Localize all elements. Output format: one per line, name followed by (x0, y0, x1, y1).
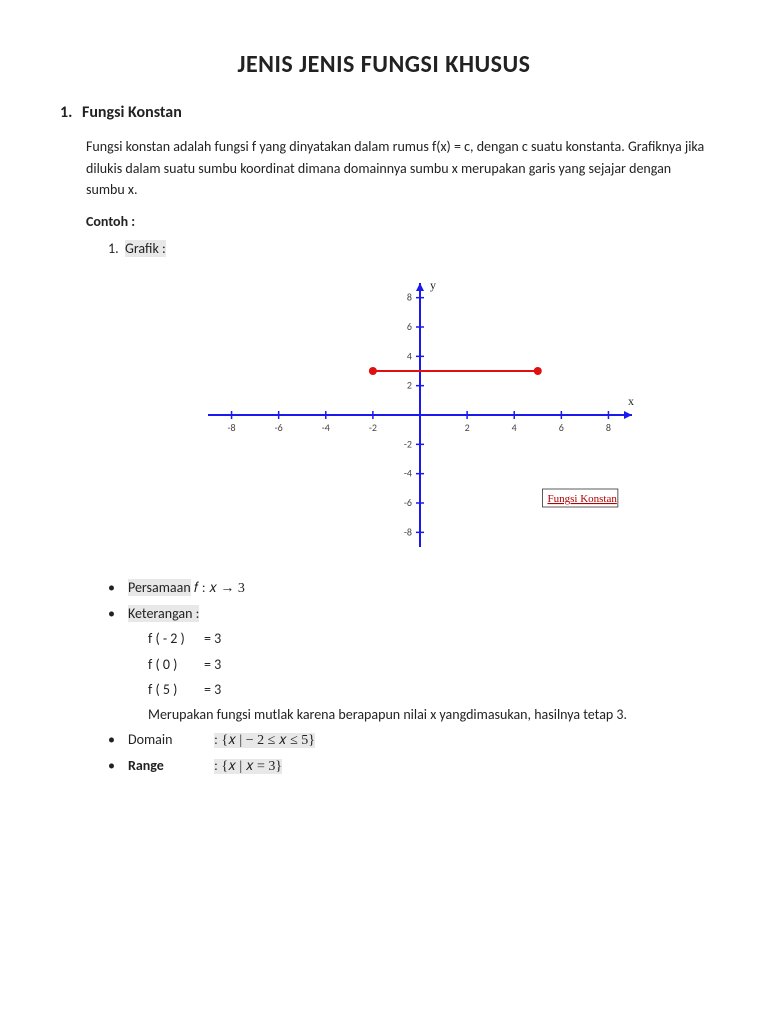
svg-text:-4: -4 (322, 421, 330, 434)
section-heading: 1.Fungsi Konstan (60, 103, 708, 122)
range-label: Range (128, 753, 214, 778)
bullet-icon: • (108, 727, 128, 752)
grafik-label: Grafik : (125, 240, 166, 257)
bullet-domain: • Domain: {𝑥 | − 2 ≤ 𝑥 ≤ 5} (108, 727, 708, 753)
note-row: Merupakan fungsi mutlak karena berapapun… (108, 702, 708, 727)
svg-text:-8: -8 (227, 421, 235, 434)
svg-text:x: x (628, 394, 634, 408)
svg-text:Fungsi Konstan: Fungsi Konstan (547, 493, 617, 505)
svg-text:2: 2 (465, 421, 470, 434)
fn-input: f ( 5 ) (148, 677, 204, 702)
domain-label: Domain (128, 727, 214, 752)
constant-function-chart: -8 -6 -4 -2 2 4 6 8 -8 -6 -4 -2 2 4 6 8 x y Fungsi Konstan (190, 265, 650, 565)
paragraph: Fungsi konstan adalah fungsi f yang diny… (86, 136, 708, 201)
bullet-icon: • (108, 575, 128, 600)
svg-text:-6: -6 (275, 421, 283, 434)
svg-text:6: 6 (407, 320, 412, 333)
fn-input: f ( 0 ) (148, 652, 204, 677)
svg-text:-6: -6 (404, 496, 412, 509)
persamaan-expr: 𝑓 : 𝑥 → 3 (194, 581, 245, 596)
persamaan-label: Persamaan (128, 579, 191, 596)
svg-text:8: 8 (407, 291, 412, 304)
value-row: f ( 0 )= 3 (108, 652, 708, 677)
bullet-icon: • (108, 601, 128, 626)
document-page: JENIS JENIS FUNGSI KHUSUS 1.Fungsi Konst… (0, 0, 768, 820)
svg-text:-2: -2 (369, 421, 377, 434)
section-number: 1. (60, 103, 82, 122)
svg-text:2: 2 (407, 379, 412, 392)
page-title: JENIS JENIS FUNGSI KHUSUS (60, 50, 708, 79)
bullet-icon: • (108, 753, 128, 778)
section-name: Fungsi Konstan (82, 103, 182, 122)
contoh-label: Contoh : (86, 213, 708, 230)
fn-output: = 3 (204, 681, 221, 698)
svg-text:-4: -4 (404, 467, 412, 480)
domain-expr: : {𝑥 | − 2 ≤ 𝑥 ≤ 5} (214, 733, 315, 748)
value-row: f ( 5 )= 3 (108, 677, 708, 702)
svg-text:-2: -2 (404, 437, 412, 450)
bullet-keterangan: • Keterangan : (108, 601, 708, 626)
range-expr: : {𝑥 | 𝑥 = 3} (214, 759, 282, 774)
svg-text:6: 6 (559, 421, 564, 434)
value-row: f ( - 2 )= 3 (108, 626, 708, 651)
fn-input: f ( - 2 ) (148, 626, 204, 651)
fn-output: = 3 (204, 656, 221, 673)
svg-text:8: 8 (606, 421, 611, 434)
chart-container: -8 -6 -4 -2 2 4 6 8 -8 -6 -4 -2 2 4 6 8 x y Fungsi Konstan (190, 265, 708, 565)
subitem-number: 1. (108, 240, 119, 257)
bullet-list: • Persamaan 𝑓 : 𝑥 → 3 • Keterangan : f (… (108, 575, 708, 780)
fn-output: = 3 (204, 630, 221, 647)
bullet-range: • Range: {𝑥 | 𝑥 = 3} (108, 753, 708, 779)
bullet-persamaan: • Persamaan 𝑓 : 𝑥 → 3 (108, 575, 708, 601)
note-text: Merupakan fungsi mutlak karena berapapun… (148, 702, 708, 727)
value-list: f ( - 2 )= 3f ( 0 )= 3f ( 5 )= 3 (108, 626, 708, 702)
subitem: 1. Grafik : (108, 240, 708, 257)
svg-text:-8: -8 (404, 525, 412, 538)
svg-text:4: 4 (407, 349, 412, 362)
keterangan-label: Keterangan : (128, 605, 199, 622)
svg-text:y: y (430, 278, 436, 292)
svg-text:4: 4 (512, 421, 517, 434)
